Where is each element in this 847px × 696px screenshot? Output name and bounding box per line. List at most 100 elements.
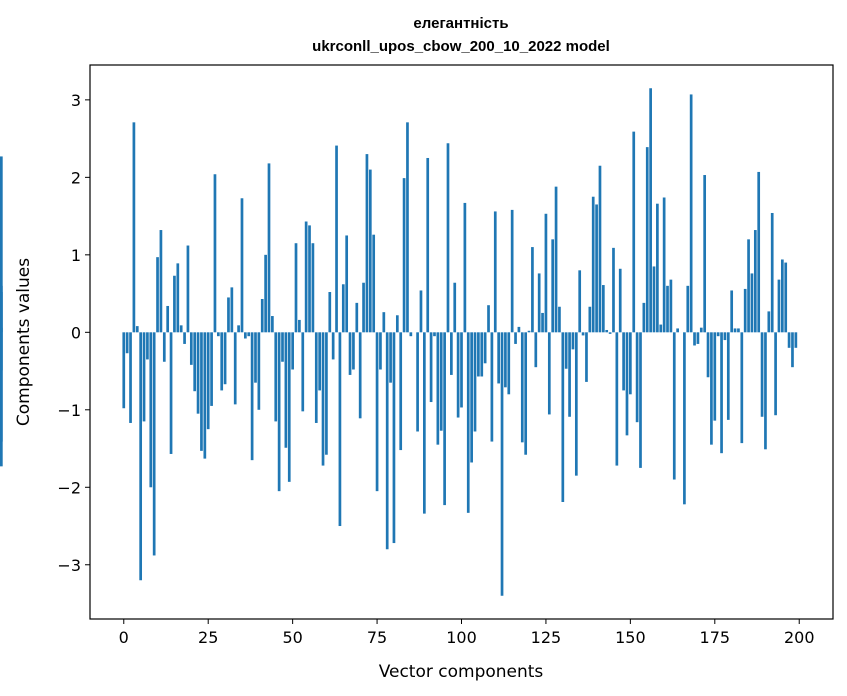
x-axis-label: Vector components	[379, 662, 544, 682]
bar	[139, 332, 143, 581]
bar	[301, 332, 305, 412]
x-tick-label: 150	[615, 628, 646, 647]
bar	[574, 332, 578, 476]
bar	[710, 332, 713, 445]
x-tick-label: 100	[446, 628, 477, 647]
bar	[477, 332, 480, 377]
bar	[585, 332, 588, 382]
bar	[389, 332, 392, 383]
bar	[220, 332, 224, 391]
x-axis-ticks: 0 25 50 75 100 125 150 175 200	[119, 619, 815, 647]
bar	[625, 332, 629, 436]
bar	[514, 332, 517, 344]
bar	[693, 332, 696, 346]
bar	[632, 131, 636, 333]
bar	[287, 332, 291, 482]
bar	[507, 332, 511, 395]
bar	[328, 292, 332, 333]
bar	[747, 239, 750, 333]
bar	[612, 247, 615, 333]
bar	[743, 288, 747, 333]
y-tick-label: −2	[57, 478, 81, 497]
bar	[787, 332, 791, 348]
bar	[193, 332, 197, 392]
bar	[629, 332, 632, 395]
bar	[186, 245, 190, 333]
bar	[335, 145, 338, 333]
bar	[672, 332, 676, 480]
bar	[260, 299, 264, 333]
bar	[524, 332, 528, 455]
bar	[196, 332, 200, 414]
bar	[470, 332, 473, 463]
bar	[676, 328, 679, 333]
bar	[257, 332, 261, 410]
bar	[338, 332, 342, 527]
bar	[622, 332, 625, 391]
bar	[129, 332, 132, 423]
bar	[794, 332, 798, 348]
bar	[591, 196, 595, 333]
x-tick-label: 25	[198, 628, 218, 647]
x-tick-label: 0	[119, 628, 129, 647]
bar	[615, 332, 619, 466]
bar	[493, 211, 497, 333]
bar	[750, 273, 754, 333]
bar	[308, 225, 311, 333]
bar	[683, 332, 686, 505]
bar	[737, 328, 740, 333]
bar	[183, 332, 186, 344]
bar	[571, 332, 575, 350]
bar	[551, 239, 555, 333]
bar	[639, 332, 642, 468]
bar	[395, 315, 399, 333]
bar	[547, 332, 551, 415]
bar	[298, 319, 301, 333]
bar	[689, 94, 693, 333]
bar	[237, 325, 240, 333]
bar	[254, 332, 257, 383]
bar	[659, 324, 663, 333]
bar	[419, 290, 423, 333]
bar	[203, 332, 207, 459]
bar	[372, 234, 376, 333]
bar	[156, 257, 159, 333]
bar	[595, 204, 598, 333]
bar	[618, 268, 622, 333]
bar	[561, 332, 565, 502]
bar	[314, 332, 318, 423]
bar	[230, 287, 234, 333]
bar	[0, 332, 3, 442]
bar	[767, 311, 771, 333]
bar	[713, 332, 717, 421]
bar	[274, 332, 278, 422]
bar	[517, 326, 521, 333]
bar	[699, 327, 703, 333]
bar	[176, 263, 180, 333]
bar	[125, 332, 129, 354]
bar	[409, 332, 413, 337]
bar	[500, 332, 504, 596]
y-tick-label: 2	[71, 168, 81, 187]
bar	[379, 332, 382, 370]
bar	[456, 332, 460, 418]
bar	[146, 332, 149, 360]
bar	[588, 306, 592, 333]
bar	[716, 332, 720, 337]
bar	[433, 332, 436, 337]
bar	[527, 330, 531, 333]
bar	[480, 332, 484, 377]
y-axis-label: Components values	[14, 258, 34, 426]
bar	[227, 297, 230, 333]
bar	[436, 332, 440, 445]
bar	[345, 235, 349, 333]
bar	[142, 332, 146, 422]
bar	[635, 332, 639, 423]
bar	[578, 270, 582, 333]
bar	[247, 332, 251, 337]
bar	[392, 332, 396, 544]
bar	[460, 332, 463, 408]
bar	[348, 332, 352, 375]
bar	[450, 332, 453, 375]
y-tick-label: 3	[71, 91, 81, 110]
